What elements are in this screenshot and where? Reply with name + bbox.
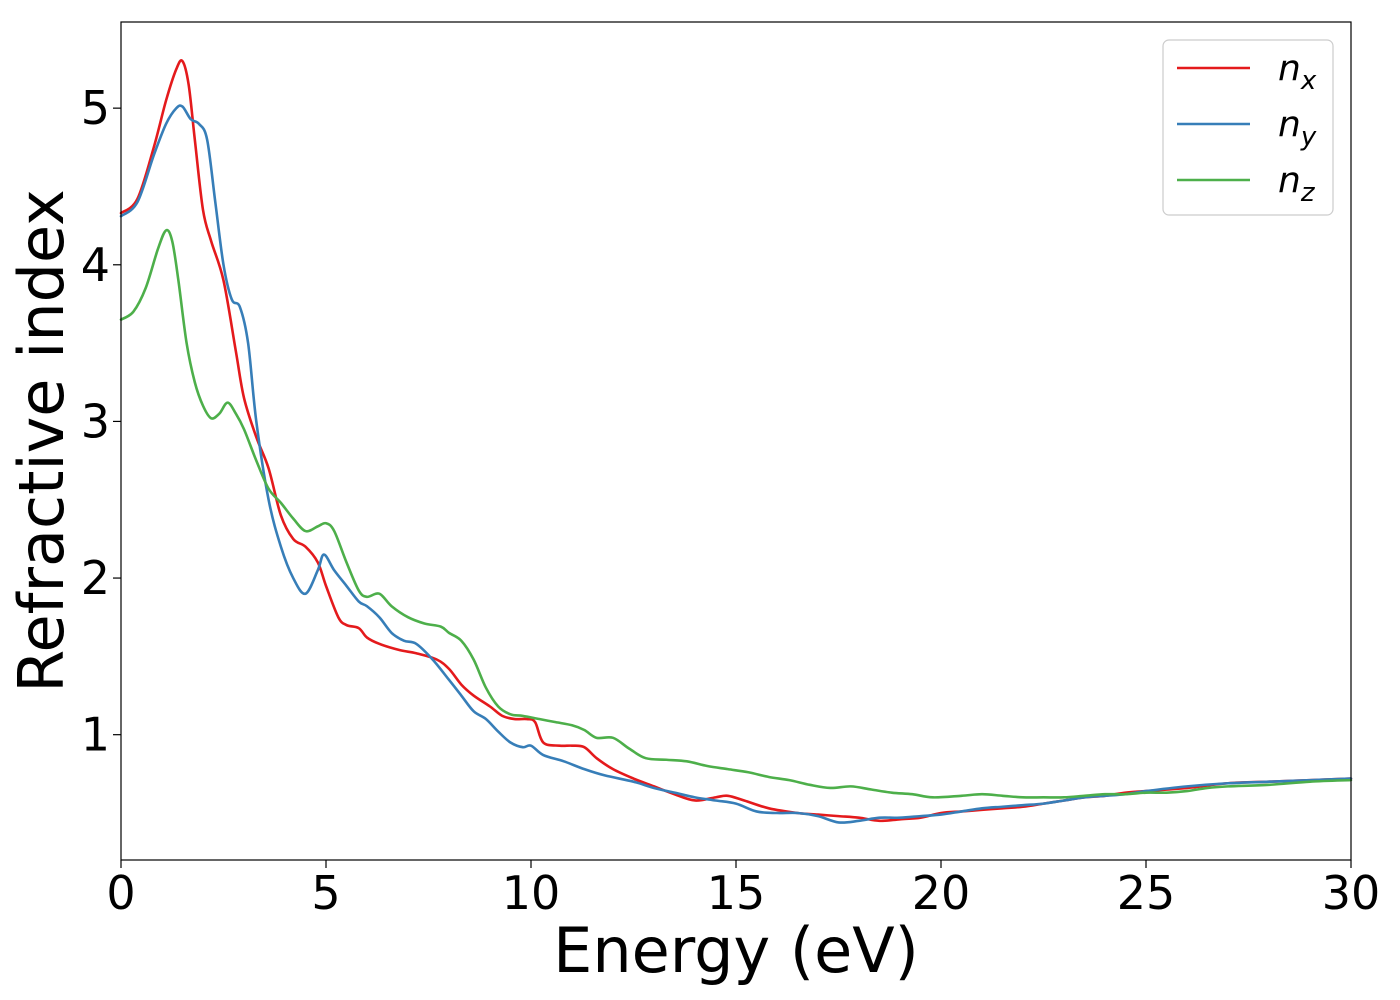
y-axis: 1 2 3 4 5 (81, 81, 121, 762)
x-tick-label: 30 (1322, 866, 1381, 920)
x-tick-label: 25 (1117, 866, 1176, 920)
series-line-nz (119, 228, 1353, 799)
y-tick-label: 2 (81, 551, 110, 605)
x-tick-label: 5 (311, 866, 340, 920)
legend: nx ny nz (1162, 39, 1334, 216)
series-layer (119, 59, 1353, 824)
legend-label-nx: nx (1278, 48, 1317, 96)
x-tick-label: 0 (106, 866, 135, 920)
y-tick-label: 4 (81, 238, 110, 292)
x-tick-label: 10 (502, 866, 561, 920)
y-tick-label: 5 (81, 81, 110, 135)
y-axis-title: Refractive index (5, 189, 78, 693)
x-tick-label: 20 (912, 866, 971, 920)
series-line-nx (119, 59, 1353, 823)
legend-box (1162, 39, 1334, 216)
y-tick-label: 3 (81, 394, 110, 448)
x-axis: 0 5 10 15 20 25 30 (106, 860, 1380, 920)
legend-label-nz: nz (1278, 160, 1316, 208)
series-line-ny (119, 104, 1353, 824)
x-axis-title: Energy (eV) (553, 914, 919, 987)
x-tick-label: 15 (707, 866, 766, 920)
y-tick-label: 1 (81, 708, 110, 762)
legend-label-ny: ny (1278, 104, 1317, 152)
